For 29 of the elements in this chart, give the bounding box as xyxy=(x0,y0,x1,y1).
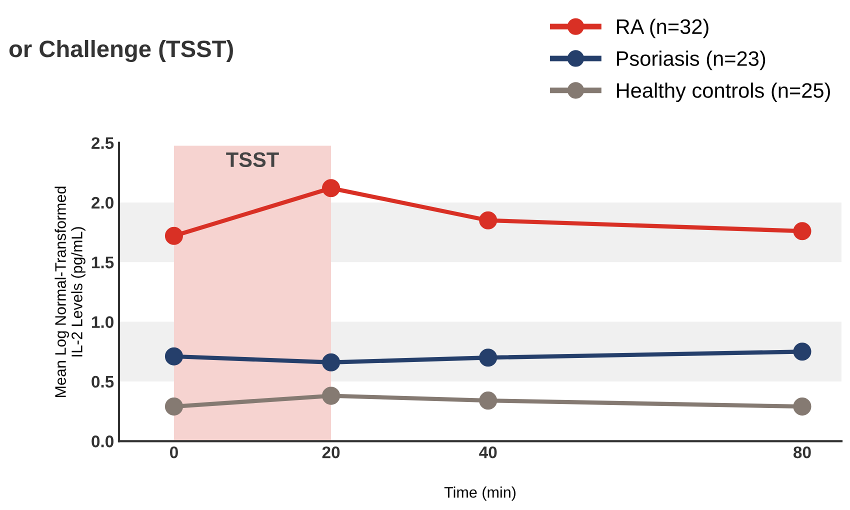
point xyxy=(322,179,340,198)
x-tick-label: 80 xyxy=(793,446,811,458)
x-axis-title: Time (min) xyxy=(444,486,516,501)
y-tick-label: 0.0 xyxy=(92,436,114,448)
chart-title: or Challenge (TSST) xyxy=(9,40,233,62)
point xyxy=(479,392,498,410)
point xyxy=(322,386,340,405)
point xyxy=(164,347,183,366)
y-tick-label: 1.0 xyxy=(92,316,114,328)
legend-label: RA (n=32) xyxy=(617,18,708,38)
x-tick-label: 0 xyxy=(170,446,178,458)
y-tick-label: 2.0 xyxy=(92,196,114,209)
legend-label: Healthy controls (n=25) xyxy=(617,82,830,102)
point xyxy=(479,211,498,230)
point xyxy=(793,222,812,240)
point xyxy=(479,348,498,367)
point xyxy=(793,398,812,416)
y-tick-label: 2.5 xyxy=(92,137,114,150)
point xyxy=(164,398,183,416)
y-tick-label: 0.5 xyxy=(92,376,114,388)
x-tick-label: 20 xyxy=(322,446,340,458)
legend-label: Psoriasis (n=23) xyxy=(617,50,766,70)
point xyxy=(793,342,812,361)
point xyxy=(322,353,340,372)
point xyxy=(164,226,183,245)
y-axis-title: Mean Log Normal-Transformed IL-2 Levels (pg/mL) xyxy=(54,186,86,397)
x-tick-label: 40 xyxy=(479,446,497,458)
y-tick-label: 1.5 xyxy=(92,256,114,268)
band-label: TSST xyxy=(226,152,279,168)
